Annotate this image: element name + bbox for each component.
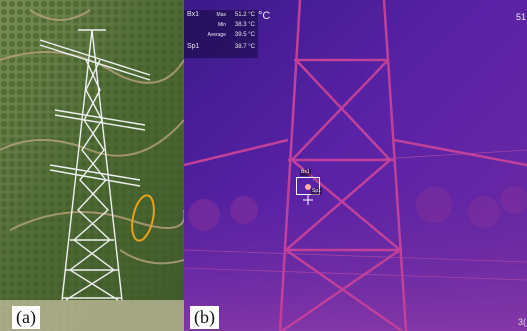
max-value: 51.2 °C <box>234 12 255 18</box>
thermal-image <box>184 0 527 331</box>
max-key: Max <box>216 12 226 18</box>
aerial-tower-photo <box>0 0 184 331</box>
readout-row-average: Average 39.5 °C <box>186 30 256 40</box>
average-key: Average <box>207 32 226 38</box>
readout-row-min: Min 38.3 °C <box>186 20 256 30</box>
thermal-panel-b: Bx1 Max 51.2 °C Min 38.3 °C Average 39.5… <box>184 0 527 331</box>
temperature-readout: Bx1 Max 51.2 °C Min 38.3 °C Average 39.5… <box>184 10 258 58</box>
box-tag: Bx1 <box>187 11 200 18</box>
spot-value: 38.7 °C <box>234 44 255 50</box>
unit-label: °C <box>258 10 271 22</box>
photo-panel-a: (a) <box>0 0 184 331</box>
readout-row-spot: Sp1 38.7 °C <box>186 42 256 52</box>
measurement-box <box>296 177 320 195</box>
measurement-box-label: Bx1 <box>300 169 311 176</box>
crosshair-icon <box>303 195 313 205</box>
panel-label-b: (b) <box>190 306 219 329</box>
min-key: Min <box>217 22 226 28</box>
spot-tag: Sp1 <box>187 43 200 50</box>
scale-max-label: 51 <box>515 12 526 22</box>
spot-label: Sp1 <box>311 188 322 195</box>
panel-label-a: (a) <box>12 306 40 329</box>
fault-highlight-ellipse <box>131 194 155 242</box>
hotspot-marker <box>305 184 311 190</box>
min-value: 38.3 °C <box>234 22 255 28</box>
readout-row-max: Bx1 Max 51.2 °C <box>186 10 256 20</box>
average-value: 39.5 °C <box>234 32 255 38</box>
scale-min-label: 3( <box>517 317 526 327</box>
